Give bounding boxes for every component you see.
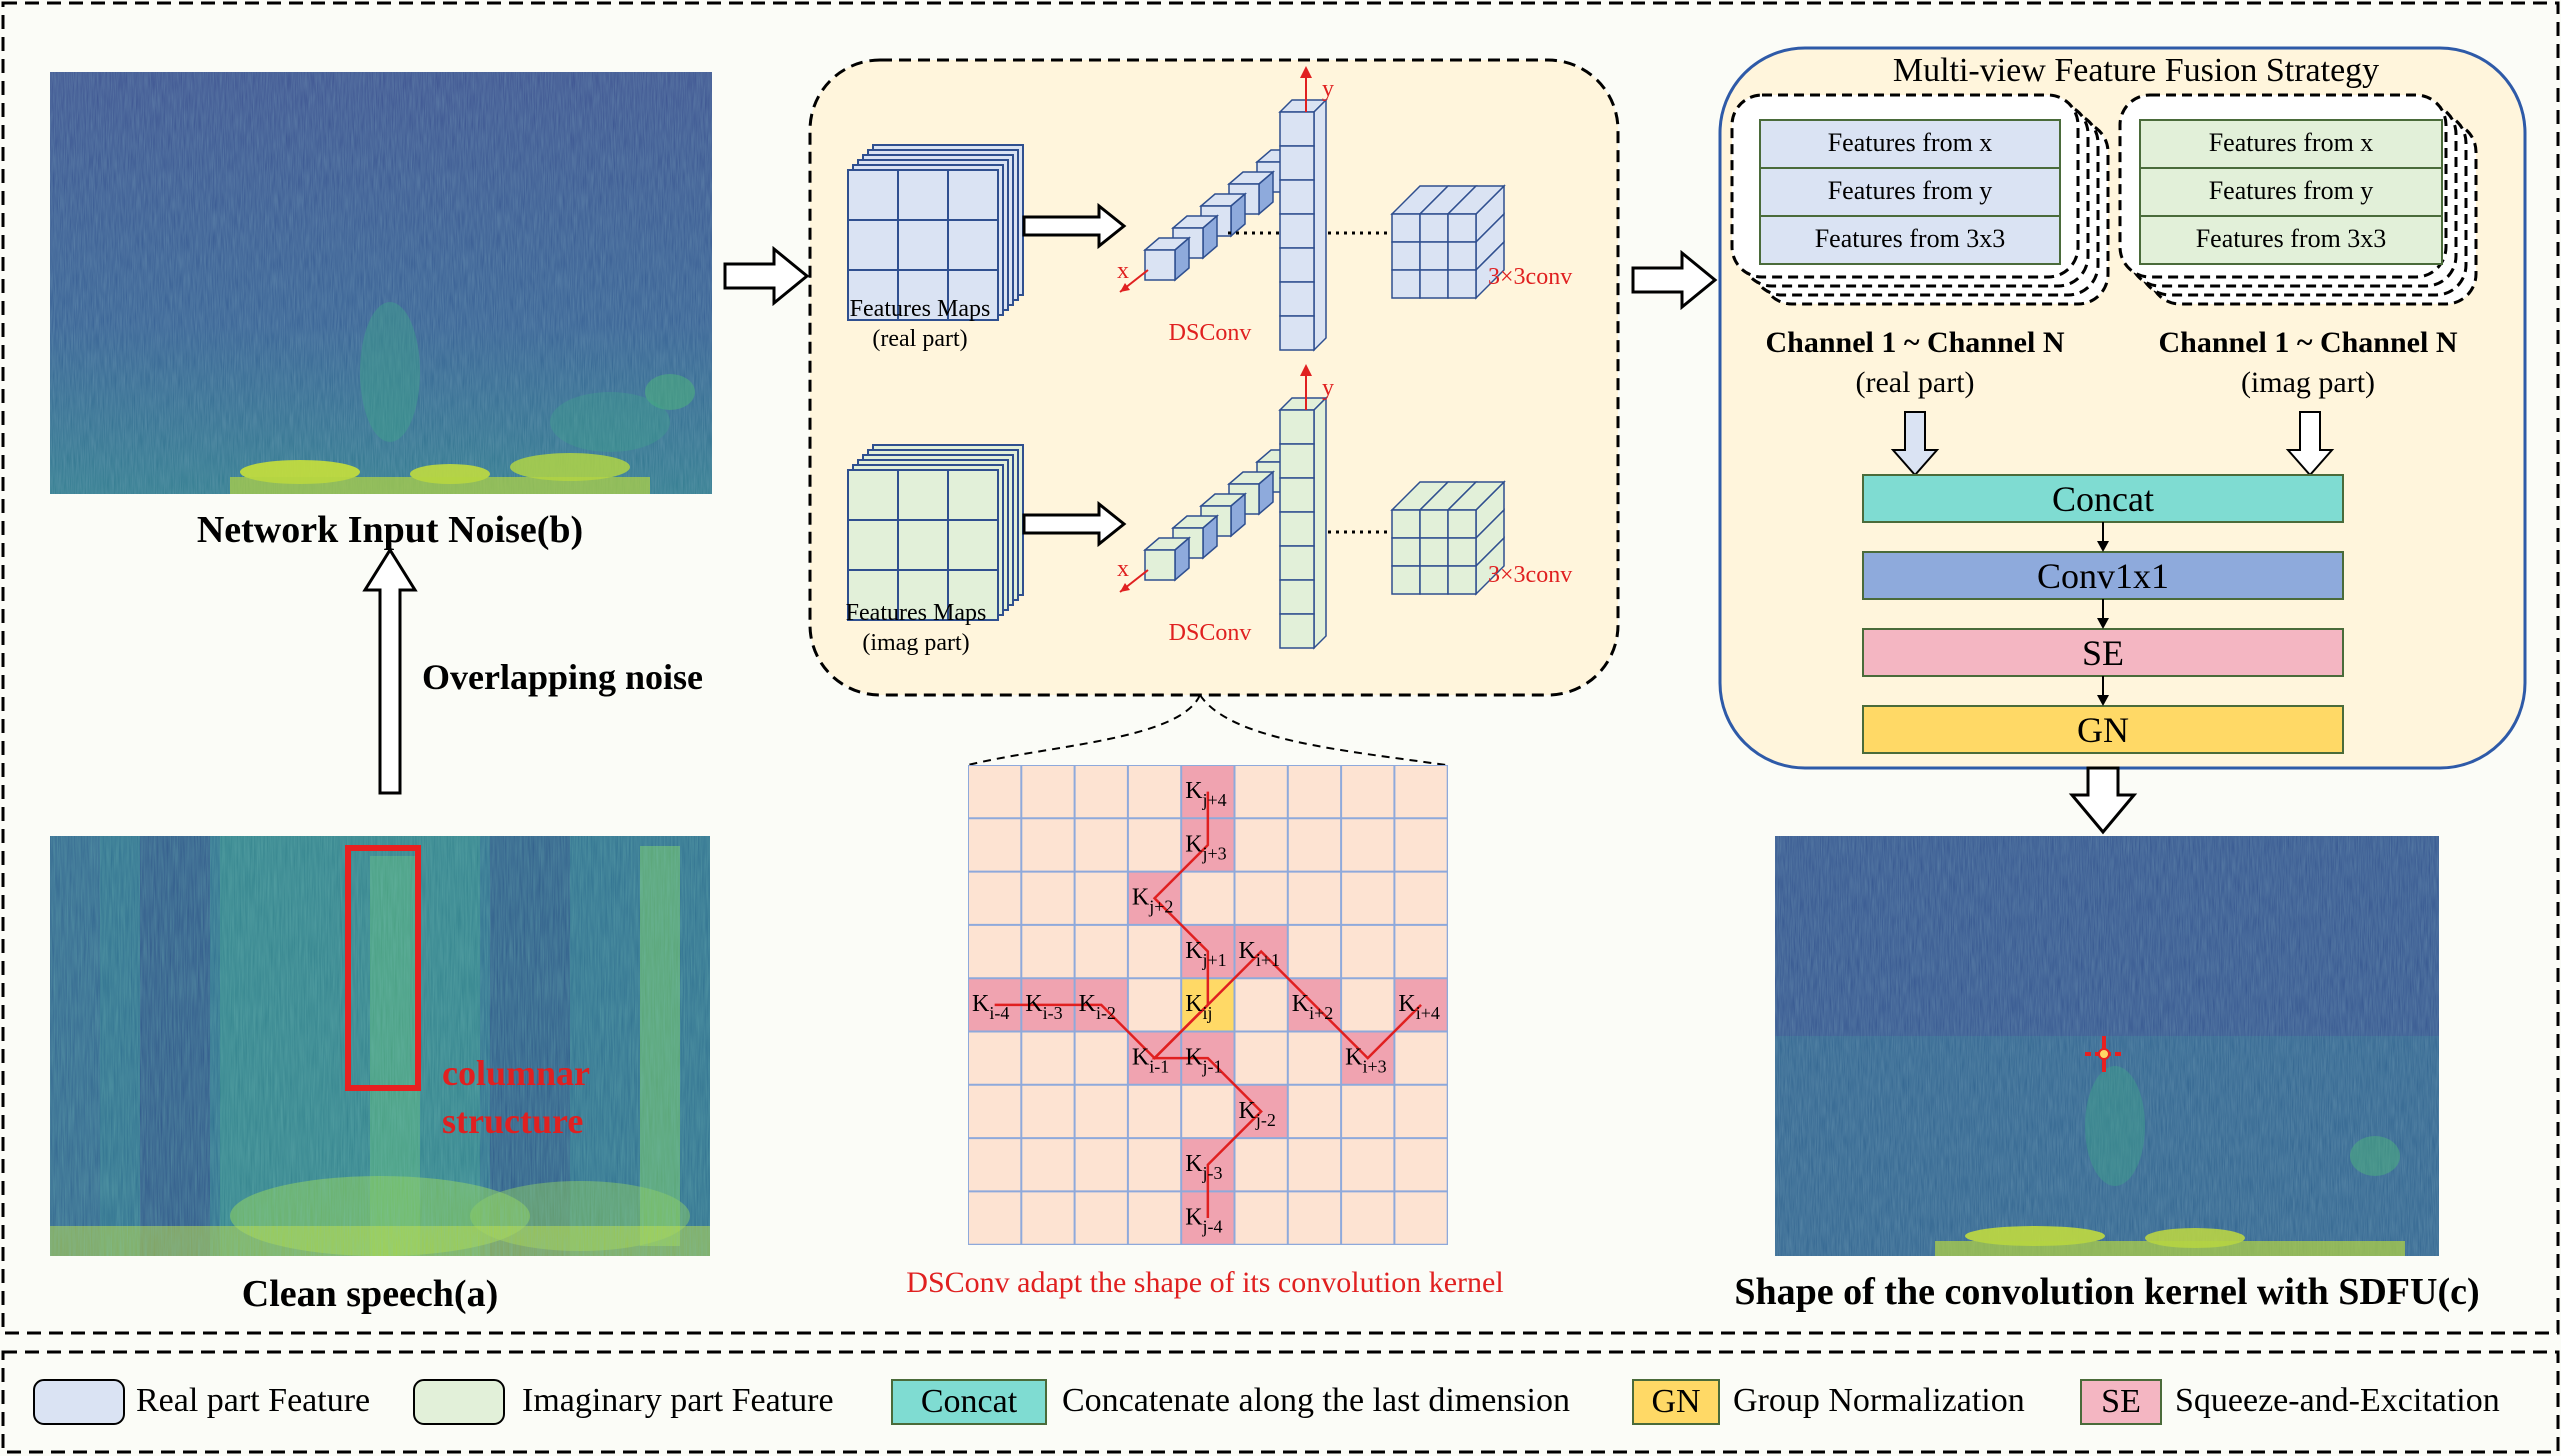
columnar-structure-box xyxy=(345,845,421,1091)
gn-block: GN xyxy=(2077,710,2129,750)
legend-real-text: Real part Feature xyxy=(136,1382,371,1419)
arrow-to-fusion xyxy=(1631,250,1718,310)
legend-se-text: Squeeze-and-Excitation xyxy=(2175,1382,2500,1419)
sdfu-caption: Shape of the convolution kernel with SDF… xyxy=(1734,1271,2480,1313)
sdfu-spectrogram xyxy=(1775,836,2439,1256)
legend-se-swatch: SE xyxy=(2101,1383,2141,1420)
imag-axis-y: y xyxy=(1322,375,1334,401)
real-dsconv-label: DSConv xyxy=(1168,320,1252,346)
legend-concat-swatch: Concat xyxy=(920,1383,1018,1420)
legend-gn-text: Group Normalization xyxy=(1733,1382,2025,1419)
real-feature-3x3: Features from 3x3 xyxy=(1814,224,2006,253)
real-axis-y: y xyxy=(1322,76,1334,102)
concat-block: Concat xyxy=(2052,479,2154,519)
legend-concat-text: Concatenate along the last dimension xyxy=(1062,1382,1570,1419)
imag-part-label: (imag part) xyxy=(2240,366,2376,399)
legend-gn-swatch: GN xyxy=(1651,1383,1701,1420)
noisy-spectrogram xyxy=(50,72,712,494)
imag-maps-label-2: (imag part) xyxy=(862,630,970,656)
clean-caption: Clean speech(a) xyxy=(241,1273,499,1315)
se-block: SE xyxy=(2081,633,2124,673)
kernel-caption: DSConv adapt the shape of its convolutio… xyxy=(906,1266,1504,1299)
imag-axis-x: x xyxy=(1117,556,1129,582)
real-feature-x: Features from x xyxy=(1827,128,1993,157)
real-axis-x: x xyxy=(1117,258,1129,284)
clean-spectrogram xyxy=(50,836,710,1256)
noisy-caption: Network Input Noise(b) xyxy=(196,509,584,551)
legend-imag-text: Imaginary part Feature xyxy=(522,1382,834,1419)
imag-conv-label: 3×3conv xyxy=(1488,562,1573,588)
real-maps-label-1: Features Maps xyxy=(849,296,991,322)
arrow-to-dsconv xyxy=(723,246,810,306)
kernel-path-1 xyxy=(994,949,1422,1060)
kernel-shape-marker xyxy=(2085,1036,2122,1072)
real-feature-y: Features from y xyxy=(1827,176,1993,205)
columnar-annotation-2: structure xyxy=(442,1101,584,1141)
imag-feature-x: Features from x xyxy=(2208,128,2374,157)
kernel-grid: Kj+4Kj+3Kj+2Kj+1 Ki+1Ki-4 Ki-3 Ki-2 Kij Ki+2 K… xyxy=(968,765,1448,1245)
real-maps-label-2: (real part) xyxy=(872,326,968,352)
imag-feature-y: Features from y xyxy=(2208,176,2374,205)
overlapping-noise-label: Overlapping noise xyxy=(422,657,704,697)
real-channel-label: Channel 1 ~ Channel N xyxy=(1765,326,2065,359)
imag-maps-label-1: Features Maps xyxy=(845,600,987,626)
imag-dsconv-label: DSConv xyxy=(1168,620,1252,646)
up-arrow xyxy=(362,547,418,795)
real-conv-label: 3×3conv xyxy=(1488,264,1573,290)
columnar-annotation-1: columnar xyxy=(442,1053,590,1093)
conv1x1-block: Conv1x1 xyxy=(2036,556,2169,596)
imag-channel-label: Channel 1 ~ Channel N xyxy=(2158,326,2458,359)
fusion-title: Multi-view Feature Fusion Strategy xyxy=(1892,52,2380,89)
imag-feature-3x3: Features from 3x3 xyxy=(2195,224,2387,253)
real-part-label: (real part) xyxy=(1855,366,1975,399)
